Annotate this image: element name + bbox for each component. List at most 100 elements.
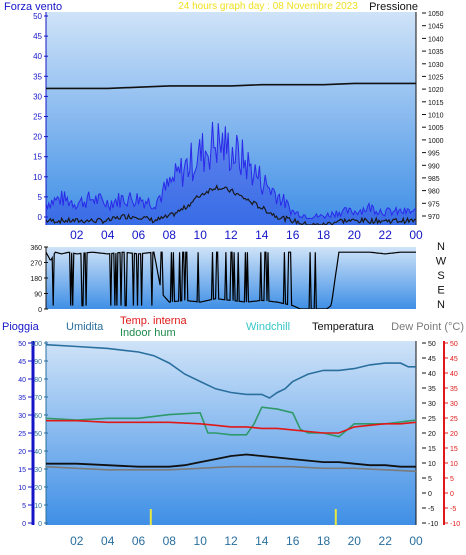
pressure-axis-label: 1045 <box>428 24 444 31</box>
humidity-label: Umidita <box>66 321 104 333</box>
wind-axis-label: 25 <box>33 113 42 122</box>
pressure-label: Pressione <box>369 1 418 13</box>
rain-axis-label: 15 <box>18 467 26 474</box>
rain-axis-label: 50 <box>18 341 26 348</box>
x-tick-label: 18 <box>317 228 331 242</box>
temp-red-axis-label: 15 <box>450 446 458 453</box>
compass-n-label: N <box>437 241 445 253</box>
windchill-label: Windchill <box>246 321 290 333</box>
pressure-axis-label: 1040 <box>428 36 444 43</box>
x-tick-label: 04 <box>101 228 115 242</box>
temp-red-axis-label: 45 <box>450 356 458 363</box>
humidity-axis-label: 0 <box>38 521 42 528</box>
temperature-label: Temperatura <box>312 321 375 333</box>
direction-axis-label: 180 <box>30 276 42 283</box>
temp-axis-label: 30 <box>428 401 436 408</box>
compass-e-label: E <box>437 285 444 297</box>
humidity-axis-label: 70 <box>34 395 42 402</box>
x-tick-label: 16 <box>286 534 300 548</box>
rain-axis-label: 45 <box>18 359 26 366</box>
x-tick-label: 02 <box>70 534 84 548</box>
pressure-axis-label: 990 <box>428 163 440 170</box>
rain-axis-label: 40 <box>18 377 26 384</box>
humidity-axis-label: 50 <box>34 431 42 438</box>
x-tick-label: 22 <box>379 534 393 548</box>
wind-axis-label: 5 <box>38 193 43 202</box>
temperature-line <box>46 453 416 468</box>
wind-direction-line <box>46 251 416 309</box>
wind-axis-label: 35 <box>33 72 42 81</box>
temp-red-axis-label: -5 <box>450 506 456 513</box>
humidity-line <box>46 343 416 399</box>
temp-red-axis-label: 25 <box>450 416 458 423</box>
temp-red-axis-label: -10 <box>450 521 460 528</box>
x-tick-label: 06 <box>132 228 146 242</box>
rain-axis-label: 35 <box>18 395 26 402</box>
temp-axis-label: 5 <box>428 476 432 483</box>
temp-axis-label: 35 <box>428 386 436 393</box>
direction-axis-label: 0 <box>38 307 42 314</box>
humidity-axis-label: 60 <box>34 413 42 420</box>
direction-axis-label: 360 <box>30 245 42 252</box>
dewpoint-label: Dew Point (°C) <box>391 321 464 333</box>
compass-s-label: S <box>437 270 444 282</box>
x-tick-label: 18 <box>317 534 331 548</box>
temp-axis-label: 15 <box>428 446 436 453</box>
x-tick-label: 14 <box>255 534 269 548</box>
wind-axis-label: 0 <box>38 213 43 222</box>
indoor-hum-label: Indoor hum <box>120 327 176 339</box>
x-tick-label: 08 <box>163 228 177 242</box>
rain-axis-label: 20 <box>18 449 26 456</box>
humidity-axis-label: 20 <box>34 485 42 492</box>
x-tick-label: 12 <box>224 228 238 242</box>
direction-axis-label: 90 <box>34 292 42 299</box>
wind-gust-area <box>46 121 416 225</box>
temp-red-axis-label: 5 <box>450 476 454 483</box>
pressure-axis-label: 1015 <box>428 100 444 107</box>
temp-axis-label: 40 <box>428 371 436 378</box>
wind-gust-line <box>46 121 416 220</box>
wind-average-line <box>46 184 416 225</box>
pressure-axis-label: 1020 <box>428 87 444 94</box>
pressure-line <box>46 82 416 90</box>
temp-axis-label: 10 <box>428 461 436 468</box>
temp-axis-label: 20 <box>428 431 436 438</box>
rain-axis-label: 0 <box>22 521 26 528</box>
temp-x-ticks: 02 04 06 08 10 12 14 16 18 20 22 00 <box>70 534 423 548</box>
wind-axis-label: 40 <box>33 52 42 61</box>
dewpoint-line <box>46 465 416 473</box>
temp-axis-ticks: -10 -5 0 5 10 15 20 25 30 35 40 45 50 <box>422 341 438 528</box>
x-tick-label: 00 <box>409 228 423 242</box>
wind-axis-label: 20 <box>33 133 42 142</box>
x-tick-label: 16 <box>286 228 300 242</box>
rain-axis-label: 10 <box>18 485 26 492</box>
x-tick-label: 10 <box>194 534 208 548</box>
temp-red-axis-label: 30 <box>450 401 458 408</box>
wind-axis-label: 50 <box>33 12 42 21</box>
x-tick-label: 12 <box>224 534 238 548</box>
rain-axis-ticks: 0 5 10 15 20 25 30 35 40 45 50 <box>18 341 32 528</box>
temp-internal-label: Temp. interna <box>120 315 188 327</box>
x-tick-label: 10 <box>194 228 208 242</box>
x-tick-label: 22 <box>379 228 393 242</box>
rain-axis-label: 25 <box>18 431 26 438</box>
humidity-axis-label: 90 <box>34 359 42 366</box>
x-tick-label: 20 <box>348 228 362 242</box>
temp-humidity-series <box>46 343 416 525</box>
direction-series <box>46 251 416 309</box>
x-tick-label: 02 <box>70 228 84 242</box>
temp-red-axis-label: 50 <box>450 341 458 348</box>
chart-subtitle: 24 hours graph day : 08 Novembre 2023 <box>178 1 358 12</box>
temp-red-axis-label: 10 <box>450 461 458 468</box>
temp-axis-label: -5 <box>428 506 434 513</box>
pressure-axis-label: 980 <box>428 189 440 196</box>
pressure-axis-label: 1010 <box>428 113 444 120</box>
indoor-hum-line <box>46 406 416 438</box>
temp-red-axis-label: 0 <box>450 491 454 498</box>
wind-axis-label: 30 <box>33 92 42 101</box>
rain-label: Pioggia <box>2 321 40 333</box>
pressure-axis-label: 1025 <box>428 74 444 81</box>
pressure-axis-label: 970 <box>428 214 440 221</box>
x-tick-label: 04 <box>101 534 115 548</box>
